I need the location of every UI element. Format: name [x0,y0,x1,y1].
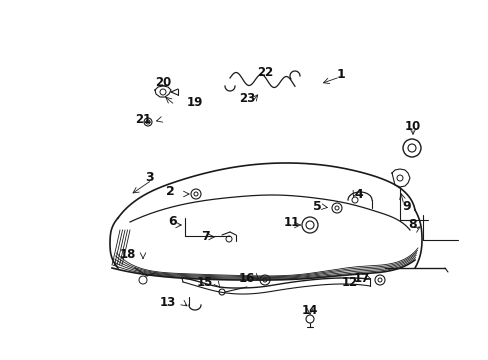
Text: 23: 23 [238,93,255,105]
Text: 22: 22 [256,66,273,78]
Text: 1: 1 [336,68,345,81]
Text: 21: 21 [135,113,151,126]
Text: 2: 2 [165,185,174,198]
Text: 9: 9 [402,201,410,213]
Text: 19: 19 [186,96,203,109]
Text: 6: 6 [168,216,177,229]
Text: 4: 4 [354,189,363,202]
Text: 11: 11 [284,216,300,230]
Text: 17: 17 [353,271,369,284]
Text: 3: 3 [145,171,154,184]
Text: 20: 20 [155,77,171,90]
Text: 15: 15 [196,276,213,289]
Text: 18: 18 [120,248,136,261]
Text: 16: 16 [238,271,255,284]
Text: 7: 7 [200,230,209,243]
Text: 13: 13 [160,296,176,309]
Text: 8: 8 [408,219,416,231]
Text: 12: 12 [341,276,357,289]
Text: 5: 5 [312,201,321,213]
Text: 10: 10 [404,121,420,134]
Text: 14: 14 [301,303,318,316]
